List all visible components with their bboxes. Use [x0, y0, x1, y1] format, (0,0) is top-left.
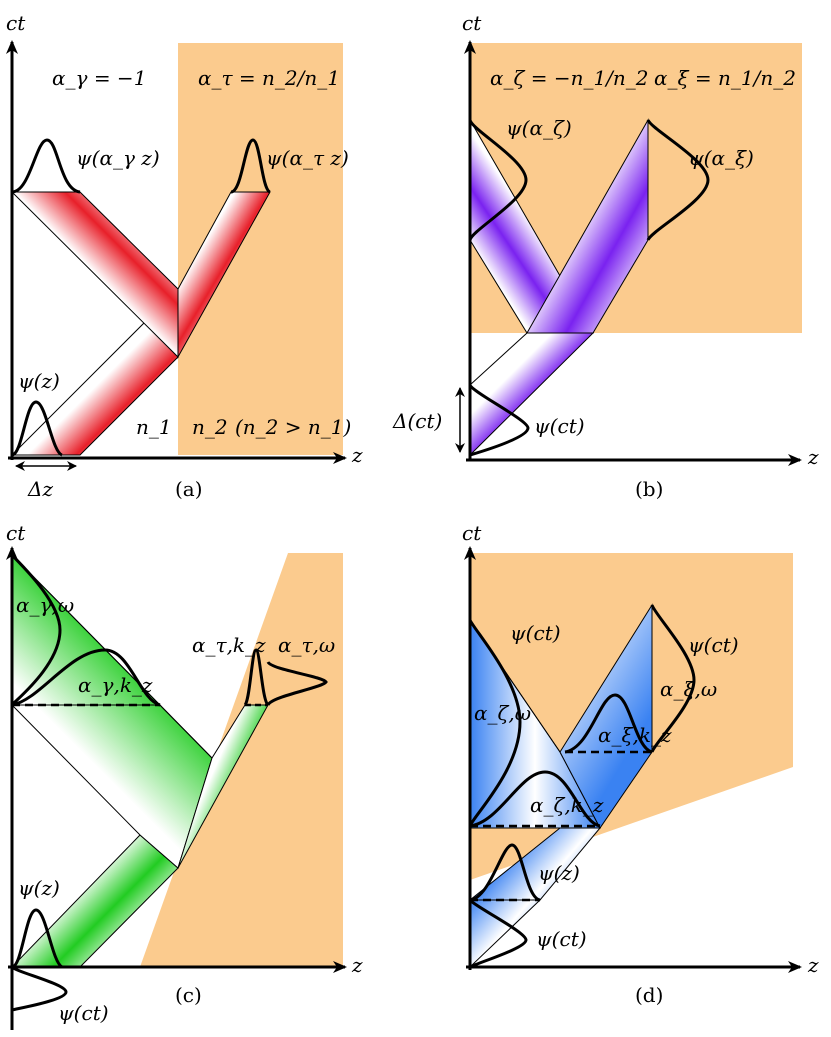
panel-a-psi-tau: ψ(α_τ z) — [266, 146, 349, 170]
panel-c-reflected-beam-body — [10, 704, 213, 869]
panel-d-z-label: z — [807, 953, 819, 977]
panel-a-caption: (a) — [175, 477, 203, 501]
panel-d-alpha-zeta-kz: α_ζ,k_z — [530, 793, 604, 817]
panel-c-pulse-tau-kz — [243, 648, 270, 707]
panel-a-psi-gamma: ψ(α_γ z) — [76, 146, 160, 170]
panel-a-n-relation: (n_2 > n_1) — [235, 415, 351, 439]
panel-d-psi-z: ψ(z) — [538, 861, 580, 885]
panel-c-alpha-tau-omega: α_τ,ω — [278, 633, 335, 657]
panel-a-pulse-reflected — [11, 138, 81, 194]
panel-d-pulse-xi-omega — [650, 604, 696, 753]
panel-b-alpha-zeta: α_ζ = −n_1/n_2 — [490, 66, 649, 90]
panel-b-psi-ct: ψ(ct) — [534, 414, 585, 438]
panel-a-alpha-gamma: α_γ = −1 — [52, 66, 146, 90]
panel-b-psi-zeta: ψ(α_ζ) — [506, 116, 572, 140]
panel-d-alpha-zeta-omega: α_ζ,ω — [474, 701, 531, 725]
panel-d-incident-beam-lower — [469, 899, 542, 969]
panel-d: ct z ψ(ct) ψ(ct) α_ζ,ω α_ξ,ω α_ξ,k_z α_ζ… — [462, 521, 819, 1007]
panel-d-psi-ct-right: ψ(ct) — [688, 633, 739, 657]
panel-a-delta-z: Δz — [27, 477, 53, 501]
panel-c-alpha-gamma-kz: α_γ,k_z — [78, 673, 153, 697]
panel-a: ct z α_γ = −1 α_τ = n_2/n_1 ψ(α_γ z) ψ(α… — [5, 11, 363, 501]
panel-b: ct z α_ζ = −n_1/n_2 α_ξ = n_1/n_2 ψ(α_ζ)… — [392, 11, 819, 501]
panel-c-medium-region — [140, 553, 343, 967]
panel-c-psi-z: ψ(z) — [18, 876, 60, 900]
panel-b-alpha-xi: α_ξ = n_1/n_2 — [654, 66, 796, 90]
panel-c-z-label: z — [351, 953, 363, 977]
panel-a-psi-z: ψ(z) — [18, 369, 60, 393]
panel-a-n2: n_2 — [192, 415, 228, 439]
panel-d-pulse-z — [469, 843, 541, 902]
panel-b-psi-xi: ψ(α_ξ) — [688, 146, 754, 170]
panel-d-alpha-xi-kz: α_ξ,k_z — [598, 723, 672, 747]
panel-a-alpha-tau: α_τ = n_2/n_1 — [198, 66, 340, 90]
panel-a-reflected-beam — [10, 191, 179, 359]
panel-c-pulse-tau-omega — [266, 660, 328, 707]
panel-b-caption: (b) — [635, 477, 663, 501]
panel-d-psi-ct-top: ψ(ct) — [510, 621, 561, 645]
panel-d-pulse-zeta-kz — [469, 770, 601, 828]
panel-d-alpha-xi-omega: α_ξ,ω — [660, 677, 717, 701]
panel-b-ct-label: ct — [462, 11, 482, 35]
panel-c-pulse-input-z — [11, 908, 64, 969]
panel-a-n1: n_1 — [136, 415, 172, 439]
panel-b-delta-ct: Δ(ct) — [392, 409, 442, 433]
panel-c-beam-edge — [11, 554, 213, 759]
panel-b-pulse-input — [468, 384, 530, 457]
panel-a-z-label: z — [351, 443, 363, 467]
panel-a-pulse-input — [11, 400, 63, 457]
panel-d-ct-label: ct — [462, 521, 482, 545]
panel-c-pulse-omega — [10, 553, 62, 707]
panel-d-pulse-ct — [468, 898, 528, 969]
panel-b-pulse-reflected — [468, 119, 528, 241]
panel-b-pulse-transmitted — [646, 119, 710, 241]
panel-c-caption: (c) — [175, 983, 202, 1007]
panel-b-z-label: z — [807, 445, 819, 469]
panel-a-ct-label: ct — [6, 11, 26, 35]
panel-d-pulse-xi-kz — [564, 693, 653, 754]
panel-c-pulse-input-ct — [10, 965, 68, 1012]
panel-c-psi-ct: ψ(ct) — [58, 1001, 109, 1025]
panel-c: ct z α_γ,ω α_γ,k_z α_τ,k_z α_τ,ω ψ(z) ψ(… — [5, 521, 363, 1030]
panel-a-pulse-transmitted — [230, 138, 272, 194]
panel-d-psi-ct-bottom: ψ(ct) — [536, 927, 587, 951]
panel-d-caption: (d) — [635, 983, 663, 1007]
panel-c-pulse-kz — [11, 648, 161, 707]
panel-c-alpha-tau-kz: α_τ,k_z — [192, 633, 266, 657]
panel-d-pulse-zeta-omega — [468, 619, 522, 827]
panel-c-alpha-gamma-omega: α_γ,ω — [16, 593, 74, 617]
panel-c-ct-label: ct — [6, 521, 26, 545]
